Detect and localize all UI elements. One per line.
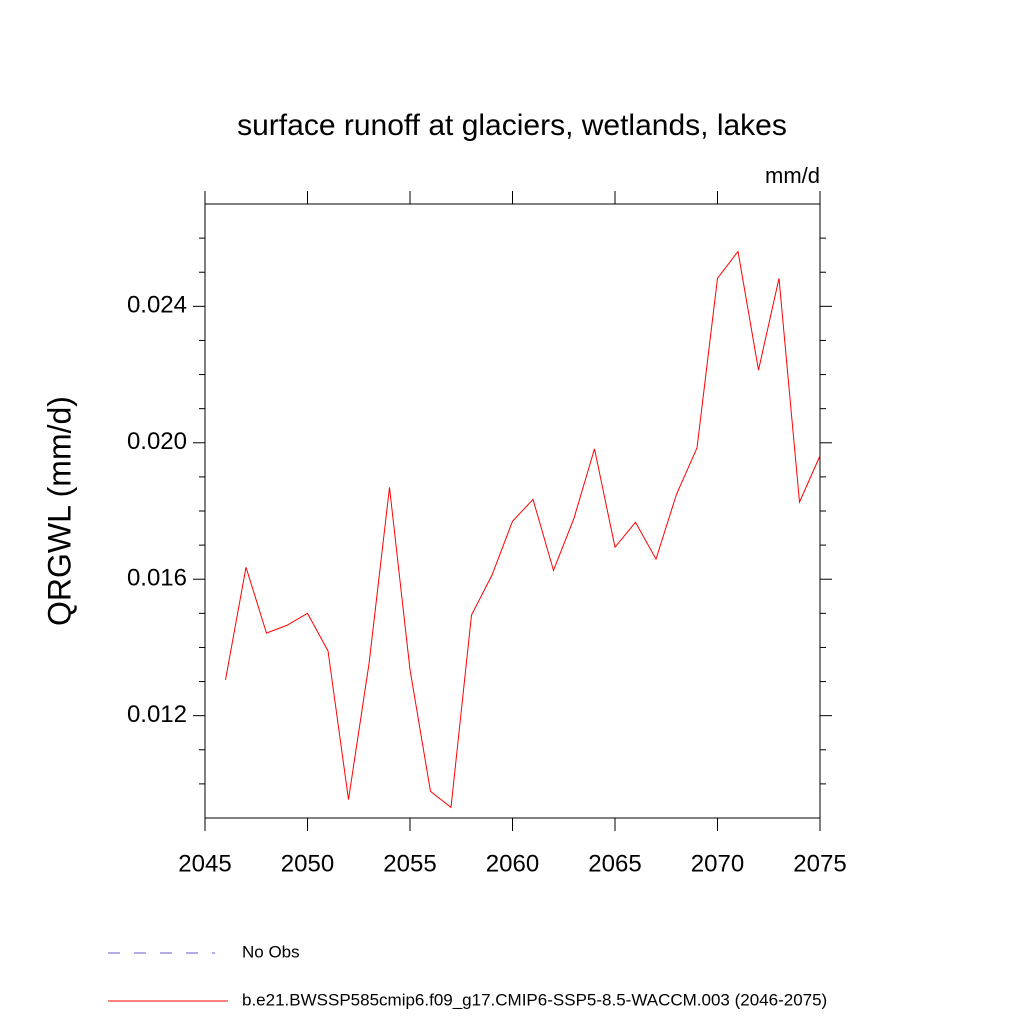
data-line <box>225 250 821 809</box>
x-tick-label: 2070 <box>691 850 744 877</box>
legend-label: b.e21.BWSSP585cmip6.f09_g17.CMIP6-SSP5-8… <box>242 990 827 1009</box>
units-label: mm/d <box>765 163 820 188</box>
x-tick-label: 2055 <box>383 850 436 877</box>
y-tick-label: 0.016 <box>127 565 187 592</box>
x-tick-label: 2050 <box>281 850 334 877</box>
x-tick-label: 2065 <box>588 850 641 877</box>
x-tick-label: 2060 <box>486 850 539 877</box>
y-tick-label: 0.012 <box>127 701 187 728</box>
y-tick-label: 0.024 <box>127 292 187 319</box>
y-axis-label: QRGWL (mm/d) <box>41 396 77 626</box>
y-tick-label: 0.020 <box>127 428 187 455</box>
legend-label: No Obs <box>242 942 300 961</box>
chart-title: surface runoff at glaciers, wetlands, la… <box>237 109 787 142</box>
x-tick-label: 2045 <box>178 850 231 877</box>
x-tick-label: 2075 <box>793 850 846 877</box>
